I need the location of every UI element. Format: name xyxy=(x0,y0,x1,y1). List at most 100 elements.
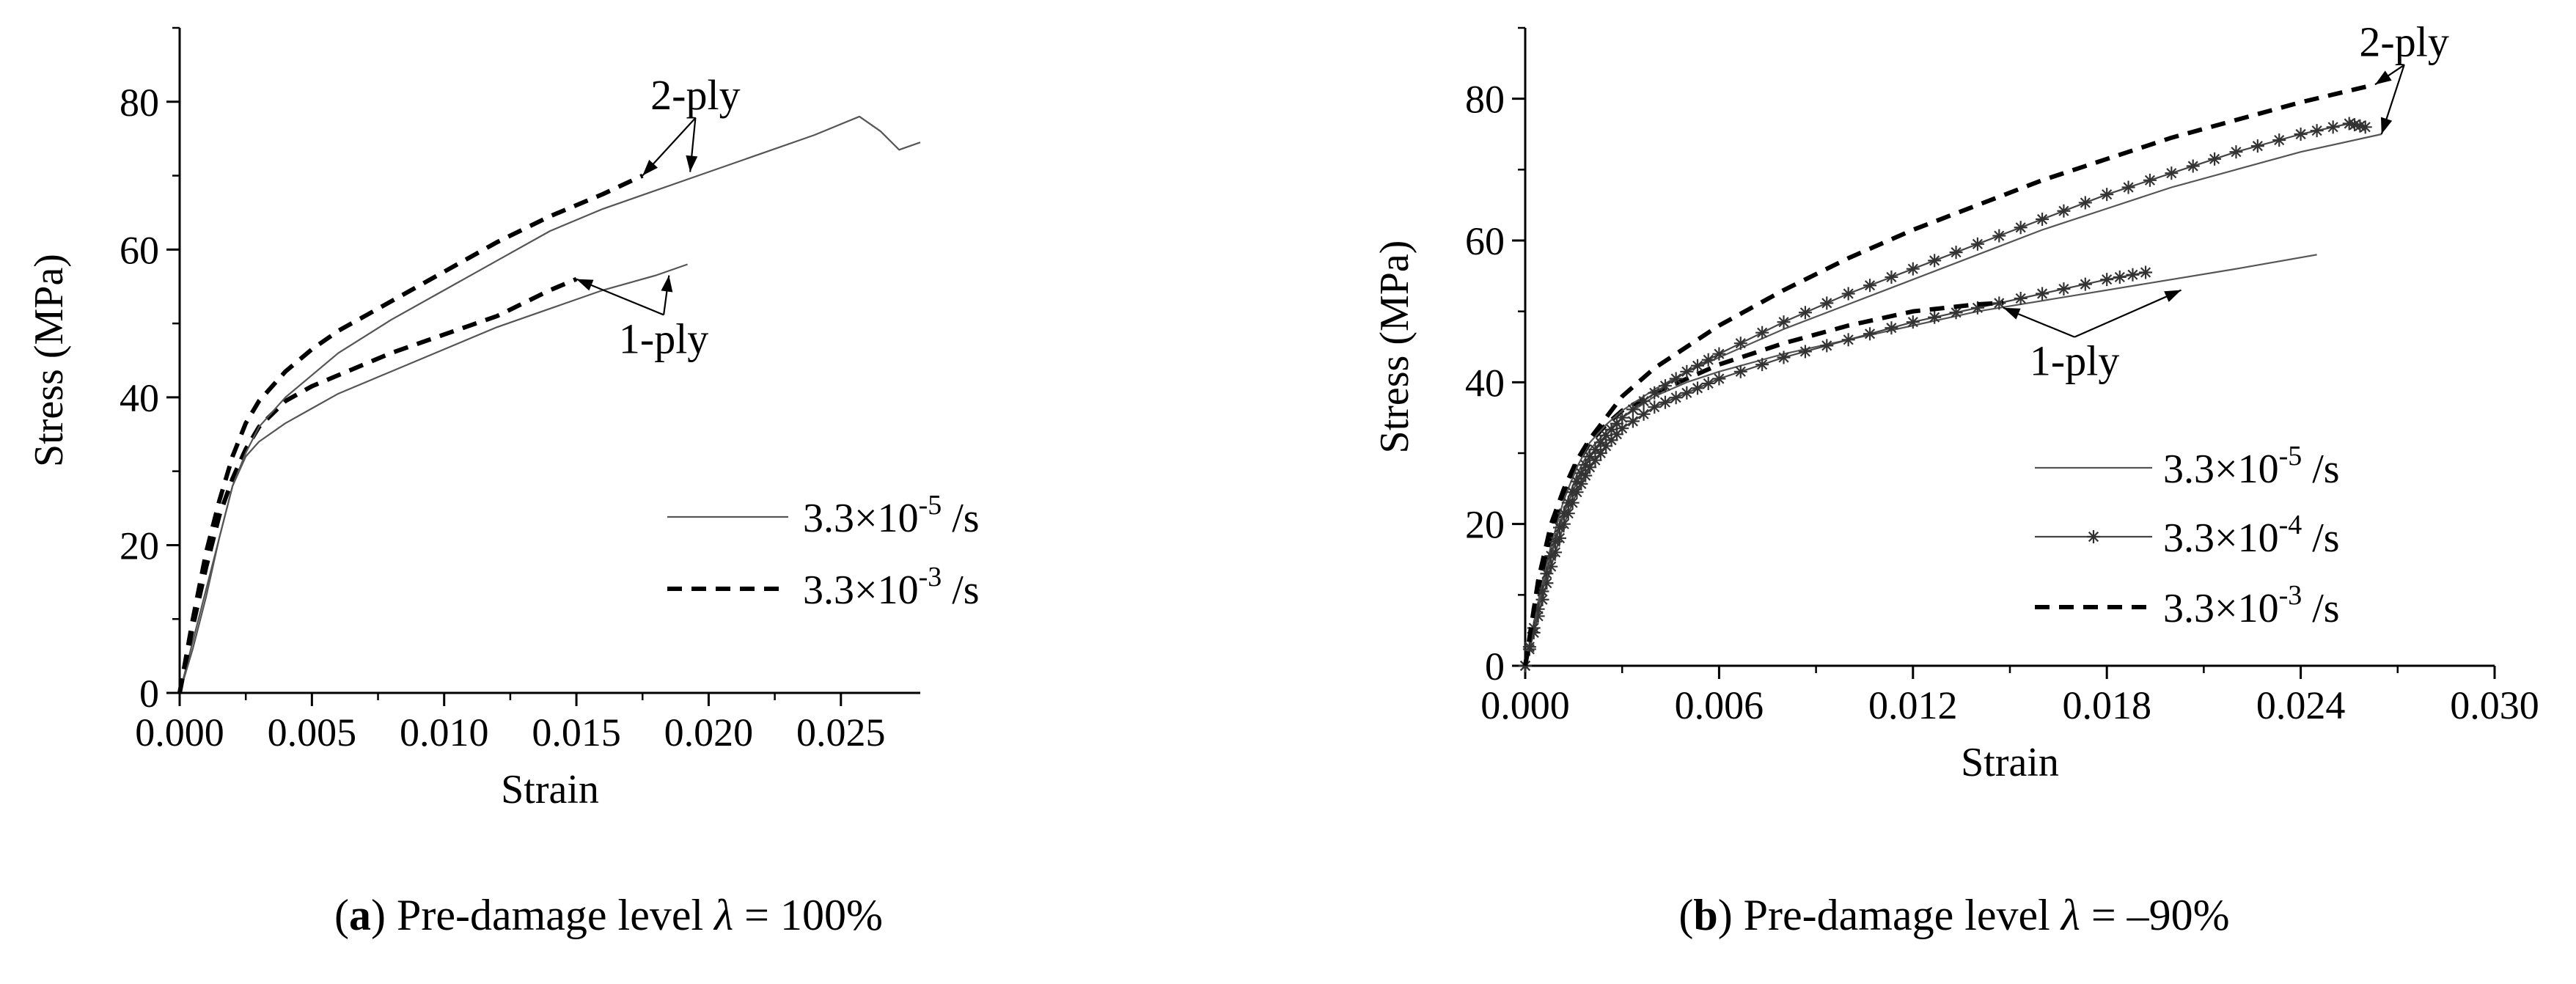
data-point-marker xyxy=(2143,173,2157,187)
data-point-marker xyxy=(2078,277,2092,291)
arrow-head xyxy=(2381,117,2393,134)
data-point-marker xyxy=(2057,204,2071,218)
data-point-marker xyxy=(1648,400,1662,414)
panel-caption: (b) Pre-damage level λ = –90% xyxy=(1678,891,2229,939)
x-tick-label: 0.015 xyxy=(532,711,621,754)
series-line-1-ply-3-3-10-5-s xyxy=(178,263,688,694)
data-point-marker xyxy=(1579,458,1593,472)
y-tick-label: 80 xyxy=(120,81,159,125)
data-point-marker xyxy=(1561,496,1575,510)
data-point-marker xyxy=(1553,521,1567,535)
data-point-marker xyxy=(1712,372,1726,386)
series-line-1-ply-3-3-10-4-s xyxy=(1524,271,2146,667)
x-tick-label: 0.010 xyxy=(400,711,489,754)
data-point-marker xyxy=(1820,339,1834,353)
annotation-2-ply: 2-ply xyxy=(650,71,740,119)
data-point-marker xyxy=(1885,321,1898,335)
legend-label: 3.3×10-5 /s xyxy=(2163,441,2340,492)
data-point-marker xyxy=(1970,237,1984,251)
y-tick-label: 20 xyxy=(1465,503,1505,547)
annotation-1-ply: 1-ply xyxy=(2030,337,2119,385)
x-tick-label: 0.000 xyxy=(135,711,224,754)
data-point-marker xyxy=(1680,386,1694,400)
y-tick-label: 0 xyxy=(1485,645,1505,689)
data-point-marker xyxy=(1566,485,1579,499)
data-point-marker xyxy=(1669,391,1683,405)
annotation-arrow xyxy=(2074,289,2181,338)
data-point-marker xyxy=(1798,345,1812,359)
series-line-2-ply-3-3-10-5-s xyxy=(178,115,921,694)
data-point-marker xyxy=(1691,381,1705,395)
data-point-marker xyxy=(2057,282,2071,296)
data-point-marker xyxy=(1522,640,1536,654)
legend-label: 3.3×10-3 /s xyxy=(2163,580,2340,631)
data-point-marker xyxy=(2014,221,2028,235)
data-point-marker xyxy=(1701,376,1715,390)
y-tick-label: 60 xyxy=(120,228,159,272)
data-point-marker xyxy=(1593,436,1607,449)
data-point-marker xyxy=(1615,411,1629,425)
x-tick-label: 0.005 xyxy=(268,711,357,754)
data-point-marker xyxy=(2126,268,2140,282)
data-point-marker xyxy=(1691,359,1705,372)
series-line-1-ply-3-3-10-3-s xyxy=(1523,301,2004,667)
y-tick-label: 80 xyxy=(1465,78,1505,122)
data-point-marker xyxy=(2326,120,2340,134)
legend-label: 3.3×10-4 /s xyxy=(2163,510,2340,561)
data-point-marker xyxy=(1777,350,1791,364)
data-point-marker xyxy=(1637,407,1651,421)
data-point-marker xyxy=(1906,315,1920,329)
data-point-marker xyxy=(1992,229,2006,243)
y-axis-title: Stress (MPa) xyxy=(26,254,72,467)
annotation-1-ply: 1-ply xyxy=(619,315,708,362)
data-point-marker xyxy=(1733,337,1747,350)
series-line-2-ply-3-3-10-3-s xyxy=(177,173,644,694)
y-tick-label: 60 xyxy=(1465,219,1505,263)
data-point-marker xyxy=(1798,306,1812,320)
data-point-marker xyxy=(1610,416,1623,430)
data-point-marker xyxy=(2272,133,2286,147)
x-tick-label: 0.012 xyxy=(1868,683,1958,727)
data-point-marker xyxy=(1755,326,1769,339)
arrow-head xyxy=(686,155,698,172)
data-point-marker xyxy=(2229,145,2243,159)
data-point-marker xyxy=(1777,315,1791,329)
legend-label: 3.3×10-3 /s xyxy=(803,562,980,613)
data-point-marker xyxy=(2139,265,2153,279)
data-point-marker xyxy=(2208,152,2222,166)
data-point-marker xyxy=(2100,188,2114,202)
x-tick-label: 0.020 xyxy=(664,711,754,754)
data-point-marker xyxy=(2358,120,2372,134)
data-point-marker xyxy=(1544,549,1558,563)
y-tick-label: 40 xyxy=(1465,361,1505,405)
y-tick-label: 20 xyxy=(120,524,159,568)
arrow-head xyxy=(661,275,673,293)
data-point-marker xyxy=(1669,372,1683,386)
x-tick-label: 0.024 xyxy=(2256,683,2346,727)
data-point-marker xyxy=(1863,327,1877,341)
data-point-marker xyxy=(1755,358,1769,372)
panel-caption: (a) Pre-damage level λ = 100% xyxy=(334,891,883,939)
data-point-marker xyxy=(1626,414,1640,428)
data-point-marker xyxy=(2165,166,2179,180)
legend-label: 3.3×10-5 /s xyxy=(803,490,980,541)
arrow-head xyxy=(576,279,594,291)
data-point-marker xyxy=(1658,379,1672,393)
data-point-marker xyxy=(1712,347,1726,361)
data-point-marker xyxy=(1535,584,1549,598)
data-point-marker xyxy=(1928,254,1942,268)
data-point-marker xyxy=(1549,535,1563,548)
data-point-marker xyxy=(1583,449,1597,463)
data-point-marker xyxy=(1680,364,1694,378)
x-tick-label: 0.018 xyxy=(2062,683,2151,727)
arrow-head xyxy=(2164,290,2181,302)
data-point-marker xyxy=(1588,443,1602,457)
x-axis-title: Strain xyxy=(501,767,599,812)
data-point-marker xyxy=(1701,353,1715,367)
x-tick-label: 0.025 xyxy=(796,711,886,754)
data-point-marker xyxy=(1992,296,2006,310)
data-point-marker xyxy=(2113,270,2127,284)
annotation-2-ply: 2-ply xyxy=(2359,18,2448,66)
data-point-marker xyxy=(1557,507,1571,521)
